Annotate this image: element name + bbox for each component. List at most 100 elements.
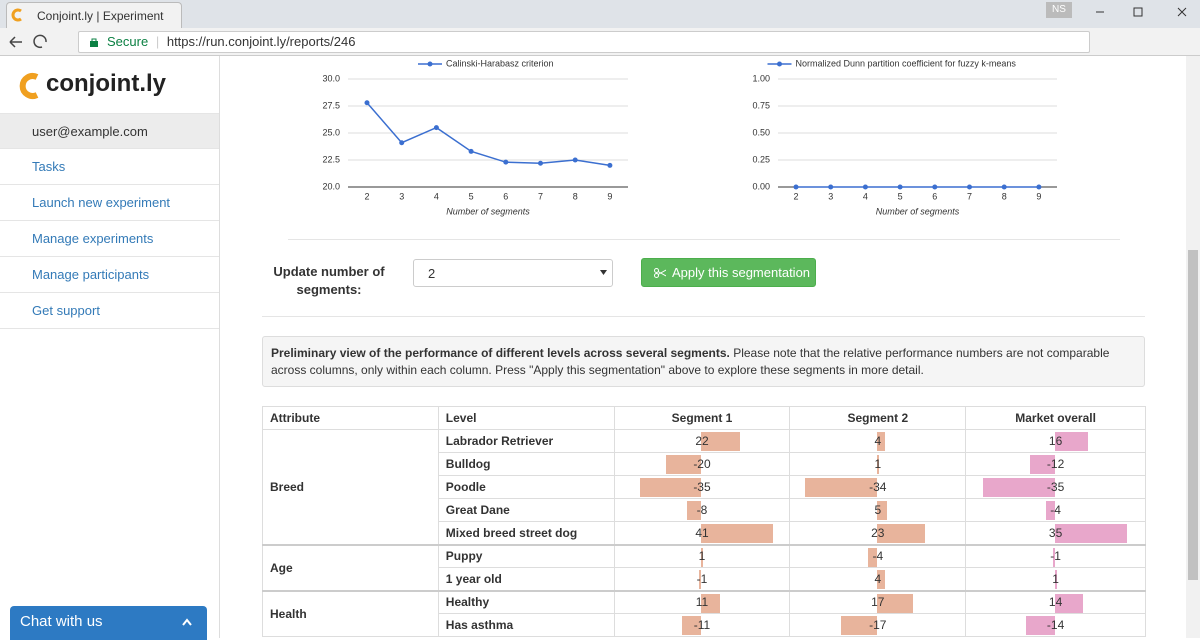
logo[interactable]: conjoint.ly xyxy=(46,70,166,97)
segments-select[interactable]: 2 xyxy=(413,259,613,287)
table-row: Poodle -35 -34 -35 xyxy=(263,475,1146,499)
bar xyxy=(639,478,701,497)
bar xyxy=(1054,570,1057,589)
value-cell: 23 xyxy=(789,521,967,545)
y-tick-label: 0.25 xyxy=(752,154,770,164)
point xyxy=(1036,184,1042,190)
bar xyxy=(681,616,701,635)
bar xyxy=(1029,455,1055,474)
x-tick-label: 4 xyxy=(434,191,439,201)
point xyxy=(503,159,509,165)
bar xyxy=(876,432,886,451)
value-cell: -12 xyxy=(965,452,1146,476)
value-cell: -14 xyxy=(965,613,1146,637)
value-label: 1 xyxy=(1052,571,1059,586)
legend-label: Calinski-Harabasz criterion xyxy=(446,58,554,68)
attribute-cell: Breed xyxy=(262,429,439,545)
level-cell: Great Dane xyxy=(437,498,615,522)
bar xyxy=(700,524,773,543)
value-label: -35 xyxy=(1046,480,1065,494)
value-cell: -4 xyxy=(965,498,1146,522)
x-tick-label: 5 xyxy=(898,191,903,201)
y-tick-label: 27.5 xyxy=(322,100,340,110)
value-label: -17 xyxy=(869,618,887,632)
bar xyxy=(804,478,877,497)
menu-item[interactable]: Manage experiments xyxy=(0,221,219,257)
y-tick-label: 22.5 xyxy=(322,154,340,164)
chat-button[interactable]: Chat with us xyxy=(10,606,207,640)
note-text: Please note that the relative performanc… xyxy=(271,346,1110,377)
charts: 20.0 22.5 25.0 27.5 30.0 2 3 4 5 6 7 8 9 Number of se… xyxy=(322,58,1057,216)
user[interactable]: user@example.com xyxy=(0,113,219,149)
address-bar[interactable]: Secure | https://run.conjoint.ly/reports… xyxy=(78,31,1090,53)
x-tick-label: 4 xyxy=(863,191,868,201)
bar xyxy=(1054,432,1088,451)
table-row: Has asthma -11 -17 -14 xyxy=(263,613,1146,637)
scroll-thumb[interactable] xyxy=(1188,250,1198,580)
value-cell: 11 xyxy=(613,590,791,614)
menu-item[interactable]: Manage participants xyxy=(0,257,219,293)
point xyxy=(828,184,834,190)
value-label: -34 xyxy=(869,480,887,494)
point xyxy=(607,162,613,168)
level-cell: Has asthma xyxy=(437,613,615,637)
value-label: 23 xyxy=(871,525,885,540)
favicon xyxy=(11,8,22,22)
value-cell: -17 xyxy=(789,613,967,637)
chevron xyxy=(182,618,192,626)
level-cell: Bulldog xyxy=(437,452,615,476)
chat-label: Chat with us xyxy=(20,613,103,630)
menu-item[interactable]: Tasks xyxy=(0,149,219,185)
value-cell: 4 xyxy=(789,567,967,591)
y-tick-label: 30.0 xyxy=(322,73,340,83)
scissors-icon xyxy=(654,268,666,278)
level-cell: Poodle xyxy=(437,475,615,499)
value-cell: -20 xyxy=(613,452,791,476)
profile[interactable]: NS xyxy=(1046,2,1072,18)
value-cell: -34 xyxy=(789,475,967,499)
note-bold: Preliminary view of the performance of d… xyxy=(271,346,730,360)
table-row: Breed Labrador Retriever 22 4 16 xyxy=(262,429,1146,545)
header-cell: Level xyxy=(437,406,615,430)
value-label: 4 xyxy=(874,434,882,448)
value-label: -11 xyxy=(693,618,711,632)
value-cell: 1 xyxy=(613,544,791,568)
x-tick-label: 6 xyxy=(503,191,508,201)
value-label: -14 xyxy=(1046,618,1065,632)
bar xyxy=(700,593,721,613)
level-cell: Healthy xyxy=(437,590,615,614)
value-label: -1 xyxy=(696,571,708,586)
menu-item[interactable]: Launch new experiment xyxy=(0,185,219,221)
value-label: 1 xyxy=(874,457,882,471)
value-cell: -1 xyxy=(965,544,1146,568)
value-label: 17 xyxy=(871,595,885,610)
point xyxy=(433,125,439,131)
value-label: -20 xyxy=(693,457,711,471)
scrollbar[interactable] xyxy=(1186,56,1200,638)
menu-item[interactable]: Get support xyxy=(0,293,219,329)
legend-dot xyxy=(427,61,433,67)
bar xyxy=(840,616,877,635)
bar xyxy=(868,547,877,567)
y-tick-label: 1.00 xyxy=(752,73,770,83)
value-cell: 35 xyxy=(965,521,1146,545)
note: Preliminary view of the performance of d… xyxy=(262,336,1145,387)
table-row: Age Puppy 1 -4 -1 xyxy=(262,544,1146,591)
nav-buttons[interactable] xyxy=(6,32,76,52)
value-label: 22 xyxy=(695,434,709,448)
x-tick-label: 7 xyxy=(967,191,972,201)
window-controls[interactable] xyxy=(1090,0,1200,24)
apply-button[interactable]: Apply this segmentation xyxy=(641,258,816,287)
tab[interactable]: Conjoint.ly | Experiment xyxy=(6,2,182,28)
value-label: -4 xyxy=(1050,503,1061,517)
x-tick-label: 9 xyxy=(1036,191,1041,201)
lock-icon xyxy=(90,38,98,47)
value-cell: 1 xyxy=(965,567,1146,591)
value-label: 11 xyxy=(695,595,709,610)
value-label: -12 xyxy=(1046,457,1065,471)
value-cell: 17 xyxy=(789,590,967,614)
table-row: Health Healthy 11 17 14 xyxy=(262,590,1146,637)
sidebar: conjoint.ly user@example.com Tasks Launch… xyxy=(0,56,220,638)
y-tick-label: 20.0 xyxy=(322,181,340,191)
